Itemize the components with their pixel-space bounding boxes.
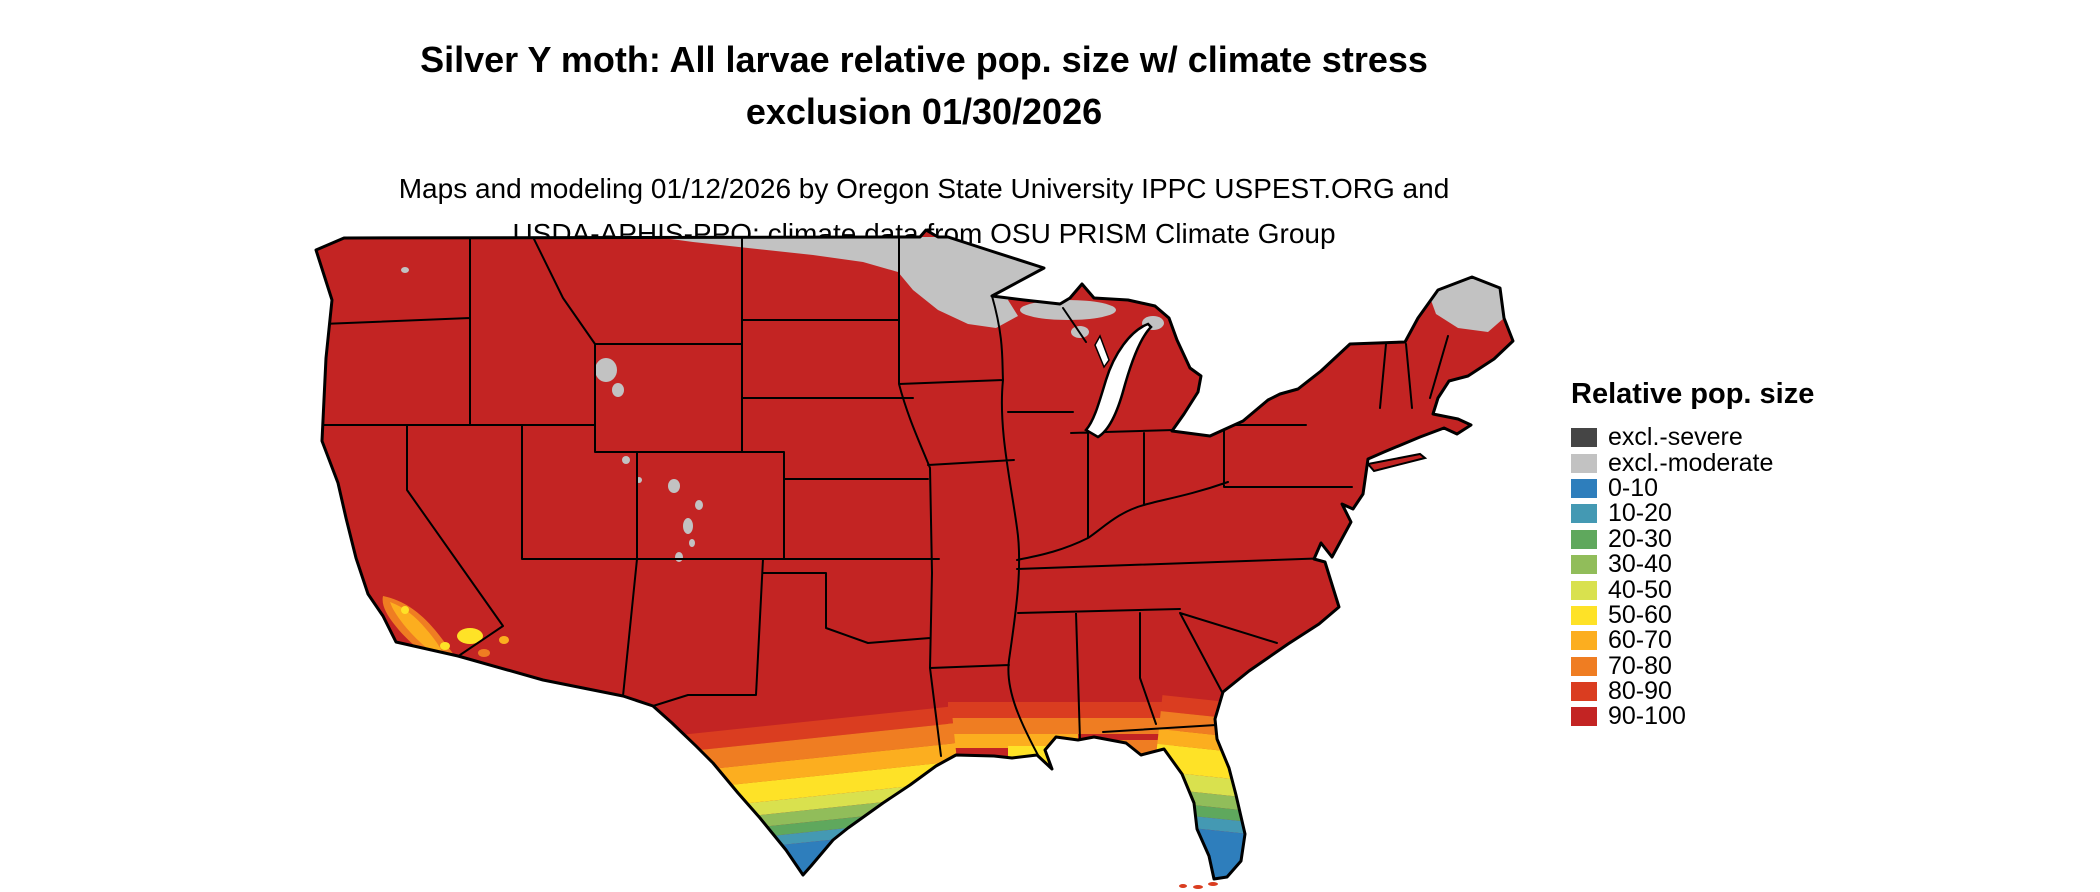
region-salton-50-60 bbox=[457, 628, 483, 644]
legend-item-label: 50-60 bbox=[1608, 600, 1672, 629]
region-gulf-70-80 bbox=[948, 718, 1180, 734]
legend-item-label: 30-40 bbox=[1608, 550, 1672, 579]
region-keys-80-90c bbox=[1179, 884, 1187, 888]
legend-swatch bbox=[1571, 453, 1597, 473]
region-upper-michigan-exclusion bbox=[1020, 300, 1116, 320]
legend-item-label: 90-100 bbox=[1608, 702, 1686, 731]
exclusion-moderate-patches bbox=[401, 237, 1504, 562]
legend-swatch bbox=[1571, 682, 1597, 702]
lake-michigan bbox=[1084, 322, 1153, 439]
legend-item-label: 60-70 bbox=[1608, 626, 1672, 655]
legend-swatch bbox=[1571, 529, 1597, 549]
legend-swatch bbox=[1571, 707, 1597, 727]
figure-title-line2: exclusion 01/30/2026 bbox=[745, 91, 1103, 132]
legend-swatch bbox=[1571, 428, 1597, 448]
legend-item: 0-10 bbox=[1571, 473, 1814, 502]
legend-item-label: 10-20 bbox=[1608, 499, 1672, 528]
region-northern-exclusion bbox=[656, 237, 1044, 328]
legend-title: Relative pop. size bbox=[1571, 378, 1815, 410]
legend-swatch bbox=[1571, 555, 1597, 575]
legend-item-label: 0-10 bbox=[1608, 473, 1659, 502]
region-socal-60-70 bbox=[390, 602, 442, 652]
legend-item: excl.-severe bbox=[1571, 425, 1814, 450]
legend-item: 10-20 bbox=[1571, 501, 1814, 526]
region-texas-80-90 bbox=[627, 706, 954, 758]
legend-swatch bbox=[1571, 631, 1597, 651]
long-island bbox=[1366, 452, 1428, 473]
legend-item: 90-100 bbox=[1571, 704, 1814, 729]
figure-title: Silver Y moth: All larvae relative pop. … bbox=[420, 34, 1428, 138]
region-socal-speck-50-60 bbox=[401, 606, 409, 614]
texas-gradient bbox=[627, 706, 970, 879]
legend-item: 60-70 bbox=[1571, 628, 1814, 653]
region-rockies-exclusion4 bbox=[695, 500, 703, 510]
legend-item: 20-30 bbox=[1571, 524, 1814, 553]
figure-subtitle-line1: Maps and modeling 01/12/2026 by Oregon S… bbox=[398, 173, 1450, 204]
region-keys-80-90b bbox=[1193, 885, 1203, 889]
legend-item-label: 20-30 bbox=[1608, 524, 1672, 553]
region-socal-speck2-50-60 bbox=[440, 642, 450, 650]
legend-item: 80-90 bbox=[1571, 679, 1814, 704]
legend-swatch bbox=[1571, 478, 1597, 498]
florida-keys bbox=[1179, 882, 1218, 889]
legend-item-label: 40-50 bbox=[1608, 575, 1672, 604]
socal-gradient bbox=[382, 596, 509, 667]
region-rockies-exclusion1 bbox=[668, 479, 680, 493]
legend-swatch bbox=[1571, 504, 1597, 524]
region-rockies-exclusion3 bbox=[675, 552, 683, 562]
legend-swatch bbox=[1571, 656, 1597, 676]
legend-item: 40-50 bbox=[1571, 577, 1814, 602]
region-rockies-exclusion2 bbox=[683, 518, 693, 534]
us-outline bbox=[314, 228, 1515, 881]
region-uinta-exclusion bbox=[622, 456, 630, 464]
region-gulf-60-70 bbox=[954, 734, 1078, 748]
region-florida-50-60 bbox=[1154, 743, 1269, 783]
region-cascades-exclusion bbox=[401, 267, 409, 273]
green-bay-lake bbox=[1094, 334, 1110, 369]
region-imperial-70-80 bbox=[478, 649, 490, 657]
region-colorado-river-60-70 bbox=[499, 636, 509, 644]
legend-item-label: 80-90 bbox=[1608, 677, 1672, 706]
map-fill-layers bbox=[316, 230, 1513, 879]
region-keys-80-90a bbox=[1208, 882, 1218, 886]
region-rockies-exclusion5 bbox=[689, 539, 695, 547]
region-gulf-80-90 bbox=[948, 702, 1180, 718]
legend-item-label: excl.-severe bbox=[1608, 423, 1743, 452]
legend-item: 50-60 bbox=[1571, 600, 1814, 629]
legend-item: 70-80 bbox=[1571, 651, 1814, 680]
legend-item-label: 70-80 bbox=[1608, 651, 1672, 680]
legend-swatch bbox=[1571, 605, 1597, 625]
region-yellowstone-exclusion2 bbox=[612, 383, 624, 397]
legend-item: 30-40 bbox=[1571, 552, 1814, 577]
map-legend: Relative pop. size excl.-severe excl.-mod… bbox=[1571, 378, 1814, 730]
state-borders bbox=[317, 236, 1449, 769]
us-map bbox=[314, 228, 1515, 889]
legend-item: excl.-moderate bbox=[1571, 450, 1814, 475]
legend-swatch bbox=[1571, 580, 1597, 600]
figure-title-line1: Silver Y moth: All larvae relative pop. … bbox=[420, 39, 1428, 80]
legend-items: excl.-severe excl.-moderate 0-10 10-20 20-30… bbox=[1571, 425, 1814, 730]
region-maine-exclusion bbox=[1428, 277, 1504, 332]
legend-item-label: excl.-moderate bbox=[1608, 448, 1774, 477]
region-yellowstone-exclusion bbox=[595, 358, 617, 382]
